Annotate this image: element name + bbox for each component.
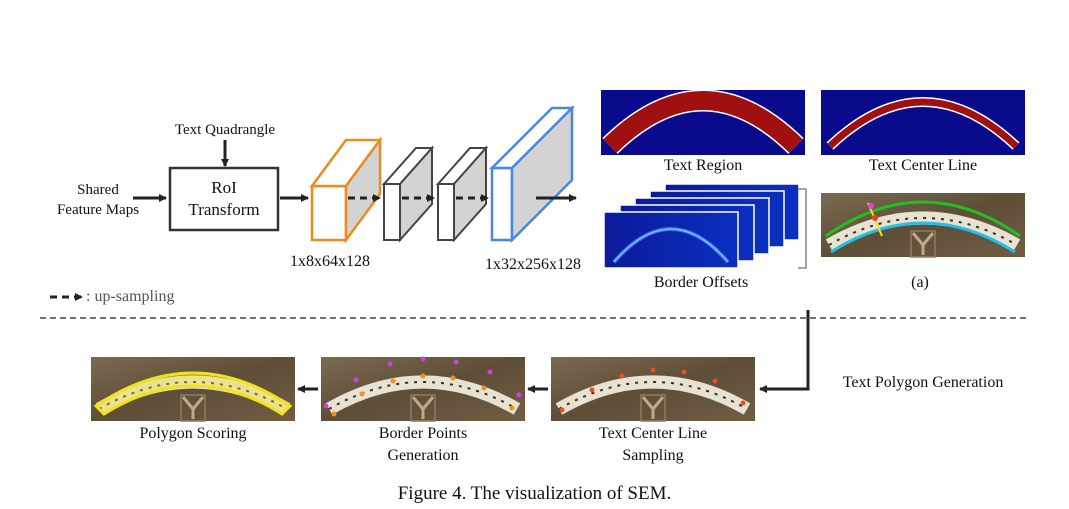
feature-block-blue (488, 104, 576, 244)
dim-large-label: 1x32x256x128 (485, 256, 581, 273)
text-region-label: Text Region (663, 157, 743, 174)
border-points-image (321, 357, 525, 422)
polygon-scoring-label: Polygon Scoring (139, 425, 247, 442)
transform-label: Transform (188, 200, 260, 219)
text-quadrangle-label: Text Quadrangle (174, 122, 276, 138)
upsampling-legend-label: : up-sampling (86, 288, 175, 305)
figure-caption: Figure 4. The visualization of SEM. (397, 483, 672, 504)
text-polygon-generation-label: Text Polygon Generation (842, 374, 1004, 391)
text-center-line-map (821, 90, 1025, 155)
shared-label: Shared (77, 182, 119, 198)
text-center-line-label: Text Center Line (868, 157, 978, 174)
offsets-bracket (798, 188, 807, 269)
visualization-a-image (821, 193, 1025, 257)
border-offsets-label: Border Offsets (653, 274, 749, 291)
subfigure-a-label: (a) (911, 274, 929, 291)
polygon-scoring-image (91, 357, 295, 421)
tcl-sampling-label-1: Text Center Line (598, 425, 708, 442)
roi-label: RoI (211, 178, 237, 197)
feature-block-orange (309, 136, 383, 244)
border-points-label-2: Generation (387, 447, 459, 464)
tcl-sampling-label-2: Sampling (622, 447, 684, 464)
roi-transform-box (168, 166, 280, 232)
border-points-label-1: Border Points (378, 425, 468, 442)
polygon-generation-arrow (759, 310, 810, 393)
feature-block-grey-1 (381, 145, 435, 243)
dim-small-label: 1x8x64x128 (290, 253, 370, 270)
feature-maps-label: Feature Maps (56, 202, 140, 218)
feature-block-grey-2 (435, 145, 489, 243)
tcl-sampling-image (551, 357, 755, 421)
text-region-map (601, 89, 805, 155)
border-offsets-maps (603, 183, 800, 269)
